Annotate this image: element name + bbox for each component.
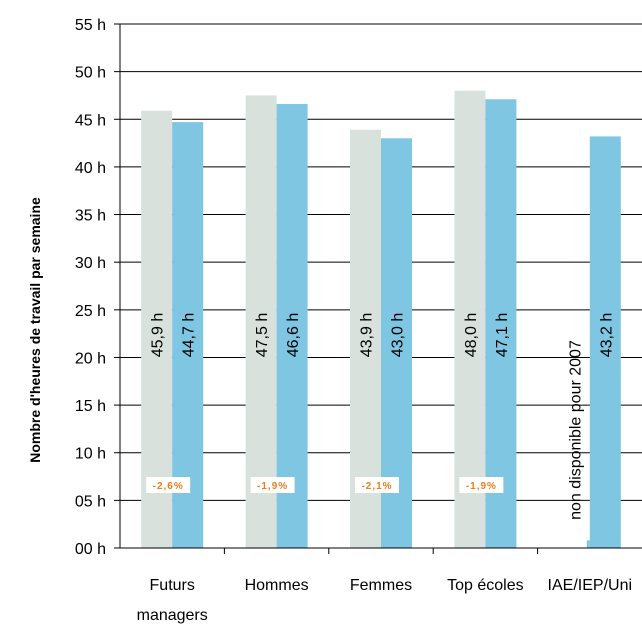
change-badge-text: -1,9% [466, 481, 497, 492]
bar [245, 95, 277, 549]
bar [141, 110, 173, 548]
category-label: Hommes [245, 577, 309, 594]
y-tick-label: 25 h [75, 303, 106, 320]
bar [589, 136, 621, 548]
y-tick-label: 50 h [75, 65, 106, 82]
category-label: IAE/IEP/Uni [548, 577, 632, 594]
value-label: 43,9 h [359, 313, 376, 357]
change-badge-text: -2,1% [361, 481, 392, 492]
category-label: managers [137, 607, 208, 624]
value-label: 44,7 h [181, 313, 198, 357]
change-badge [459, 477, 504, 493]
bar [454, 90, 486, 548]
y-tick-label: 15 h [75, 398, 106, 415]
value-label: non disponible pour 2007 [567, 340, 584, 520]
bars [141, 90, 621, 549]
category-label: Futurs [150, 577, 195, 594]
bar-stub [586, 540, 590, 548]
axes [114, 23, 642, 554]
category-label: Femmes [350, 577, 412, 594]
y-tick-label: 30 h [75, 255, 106, 272]
labels: 00 h 05 h 10 h 15 h 20 h 25 h 30 h 35 h 40 h 45 h… [75, 17, 632, 624]
y-axis-title: Nombre d'heures de travail par semaine [27, 197, 43, 463]
y-tick-label: 00 h [75, 541, 106, 558]
change-badge [250, 477, 295, 493]
y-tick-label: 55 h [75, 17, 106, 34]
value-label: 47,1 h [494, 313, 511, 357]
y-tick-label: 45 h [75, 112, 106, 129]
y-tick-label: 10 h [75, 446, 106, 463]
change-badge-text: -1,9% [257, 481, 288, 492]
y-tick-label: 20 h [75, 350, 106, 367]
bar [276, 104, 308, 549]
value-label: 43,0 h [390, 313, 407, 357]
value-label: 48,0 h [463, 313, 480, 357]
value-label: 46,6 h [285, 313, 302, 357]
change-badge-text: -2,6% [153, 481, 184, 492]
bar [485, 99, 517, 549]
y-tick-label: 35 h [75, 208, 106, 225]
change-badge [355, 477, 399, 493]
value-label: 45,9 h [150, 313, 167, 357]
y-tick-label: 05 h [75, 493, 106, 510]
y-tick-label: 40 h [75, 160, 106, 177]
value-label: 47,5 h [254, 313, 271, 357]
value-label: 43,2 h [598, 313, 615, 357]
change-badge [146, 477, 191, 493]
category-label: Top écoles [447, 577, 524, 594]
